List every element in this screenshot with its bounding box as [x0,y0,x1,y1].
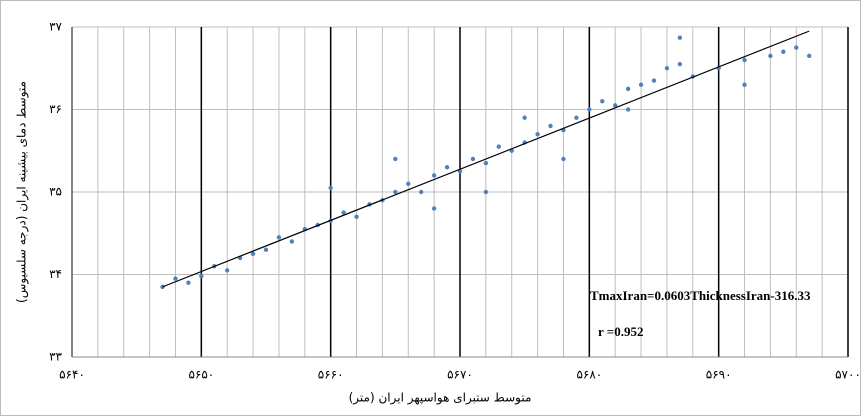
point [483,189,489,195]
point [548,123,553,129]
point [625,107,631,112]
point [393,156,398,162]
point [496,144,501,149]
x-tick-label: ۵۶۸۰ [576,368,602,382]
point [651,78,657,83]
correlation: r =0.952 [598,324,643,339]
point [354,214,359,219]
point [625,86,631,92]
point [561,156,566,162]
point [574,115,579,120]
point [393,189,398,195]
x-tick-label: ۵۶۵۰ [188,368,214,382]
point [522,115,527,120]
y-tick-label: ۳۵ [49,185,62,199]
point [341,210,346,215]
point [276,235,282,240]
point [742,57,747,63]
point [431,173,437,178]
x-axis-label: متوسط ستبرای هواسپهر ایران (متر) [349,391,532,406]
y-tick-label: ۳۷ [49,20,62,34]
trendline [162,30,810,288]
point [328,185,333,191]
point [613,103,618,108]
y-tick-label: ۳۴ [49,267,62,281]
point [742,82,747,87]
point [600,99,605,104]
point [677,61,683,67]
x-tick-label: ۵۶۹۰ [706,368,732,382]
point [444,165,450,170]
point [250,251,256,257]
x-tick-label: ۵۷۰۰ [835,368,861,382]
point [263,247,269,252]
x-tick-label: ۵۶۶۰ [318,368,344,382]
point [289,239,295,244]
point [225,268,230,273]
equation: TmaxIran=0.0603ThicknessIran-316.33 [590,288,811,303]
y-tick-label: ۳۳ [49,350,62,364]
point [535,132,540,137]
point [419,189,424,195]
point [406,181,411,186]
point [431,206,437,211]
point [677,35,683,40]
point [483,160,489,166]
point [638,82,644,87]
point [807,53,812,59]
point [768,53,773,59]
point [664,66,670,71]
x-tick-label: ۵۶۷۰ [447,368,473,382]
y-axis-label: متوسط دمای بیشینه ایران (درجه سلسیوس) [15,81,30,303]
point [781,49,786,54]
point [186,280,191,285]
point [470,156,476,162]
point [173,276,178,281]
y-tick-label: ۳۶ [49,102,62,116]
point [794,45,799,50]
point [587,107,592,112]
x-tick-label: ۵۶۴۰ [59,368,85,382]
point [199,273,204,279]
